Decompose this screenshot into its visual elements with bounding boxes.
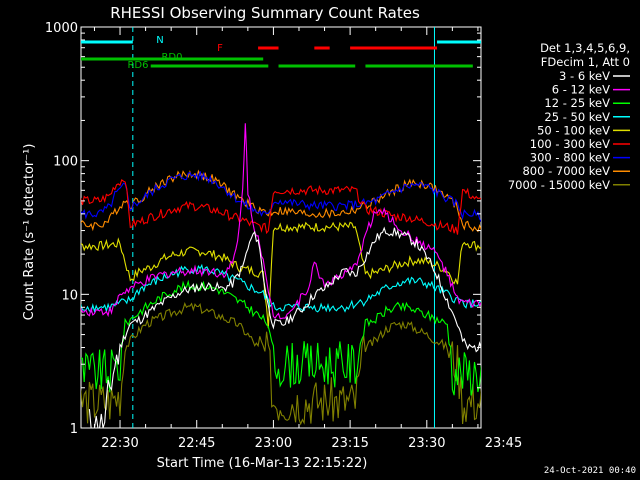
plot-area: 1 10 100 1000 22:30 22:45 23:00 23:15 23:30 23:45… xyxy=(45,21,522,451)
data-layer xyxy=(81,27,481,428)
state-bar-label: RD6 xyxy=(127,60,148,71)
series-line xyxy=(81,279,481,396)
y-tick-label: 1000 xyxy=(45,21,78,36)
x-tick-label: 22:45 xyxy=(178,436,215,451)
state-bar-label: RD0 xyxy=(161,52,182,63)
legend-item-label: 12 - 25 keV xyxy=(544,96,610,110)
x-ticks: 22:30 22:45 23:00 23:15 23:30 23:45 xyxy=(93,27,522,451)
legend-item-label: 800 - 7000 keV xyxy=(522,164,610,178)
plot-frame xyxy=(80,26,482,429)
series-line xyxy=(81,171,481,223)
y-tick-label: 10 xyxy=(61,288,78,303)
x-tick-label: 23:00 xyxy=(255,436,292,451)
footer-date: 24-Oct-2021 00:40 xyxy=(544,466,636,476)
legend: Det 1,3,4,5,6,9, FDecim 1, Att 0 3 - 6 k… xyxy=(508,41,630,192)
series-line xyxy=(81,302,481,426)
y-axis-label: Count Rate (s⁻¹ detector⁻¹) xyxy=(22,144,37,321)
series-line xyxy=(81,179,481,235)
series-line xyxy=(81,263,481,314)
y-tick-label: 100 xyxy=(53,155,78,170)
x-tick-label: 23:45 xyxy=(485,436,522,451)
chart-title: RHESSI Observing Summary Count Rates xyxy=(110,4,420,22)
legend-item-label: 6 - 12 keV xyxy=(552,83,610,97)
series-line xyxy=(81,123,481,320)
x-tick-label: 22:30 xyxy=(101,436,138,451)
legend-header-line-1: Det 1,3,4,5,6,9, xyxy=(540,41,630,55)
legend-item-label: 3 - 6 keV xyxy=(559,69,610,83)
x-tick-label: 23:30 xyxy=(408,436,445,451)
y-ticks: 1 10 100 1000 xyxy=(45,21,481,437)
series-line xyxy=(88,226,481,428)
state-bar-label: N xyxy=(156,35,163,46)
state-bar-label: F xyxy=(217,43,223,54)
legend-item-label: 25 - 50 keV xyxy=(544,110,610,124)
y-tick-label: 1 xyxy=(70,422,78,437)
legend-item-label: 7000 - 15000 keV xyxy=(508,178,610,192)
legend-item-label: 50 - 100 keV xyxy=(537,123,610,137)
x-axis-label: Start Time (16-Mar-13 22:15:22) xyxy=(157,456,368,471)
legend-item-label: 100 - 300 keV xyxy=(530,137,610,151)
series-line xyxy=(81,169,481,233)
x-tick-label: 23:15 xyxy=(331,436,368,451)
series-line xyxy=(81,221,481,329)
legend-header-line-2: FDecim 1, Att 0 xyxy=(541,55,630,69)
legend-item-label: 300 - 800 keV xyxy=(530,151,610,165)
